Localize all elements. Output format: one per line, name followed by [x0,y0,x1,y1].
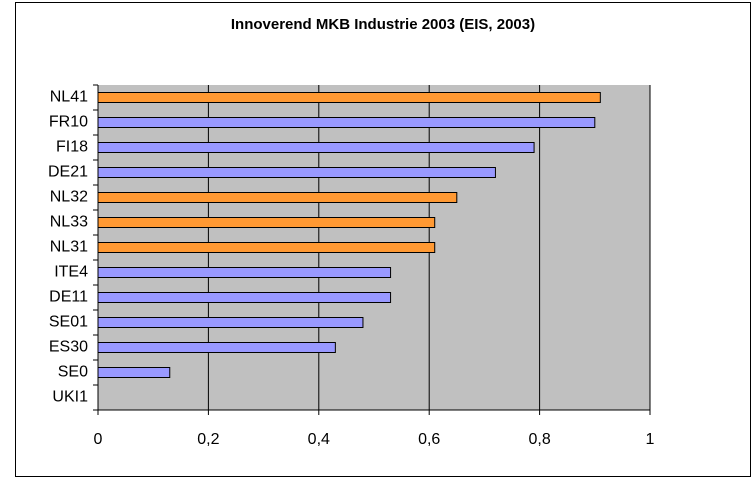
bar [97,92,601,103]
bar [97,117,596,128]
chart-title: Innoverend MKB Industrie 2003 (EIS, 2003… [231,16,535,33]
y-tick-label: SE01 [49,314,88,331]
y-tick-label: FR10 [49,114,88,131]
x-tick-label: 0,4 [308,431,330,448]
y-tick-label: NL41 [50,89,88,106]
bar [97,167,496,178]
x-tick-label: 0 [94,431,103,448]
x-tick-label: 0,2 [197,431,219,448]
y-tick-label: NL31 [50,239,88,256]
x-tick-label: 0,8 [528,431,550,448]
x-tick-label: 0,6 [418,431,440,448]
y-tick-label: SE0 [58,364,88,381]
y-tick-label: DE21 [48,164,88,181]
y-tick-label: NL33 [50,214,88,231]
bar [97,292,392,303]
y-tick-label: FI18 [56,139,88,156]
y-tick-label: ITE4 [54,264,88,281]
y-tick-label: ES30 [49,339,88,356]
bar [97,192,458,203]
bar [97,217,436,228]
bar [97,267,392,278]
bar [97,242,436,253]
bar [97,317,364,328]
bar [97,142,535,153]
x-tick-label: 1 [646,431,655,448]
y-tick-label: DE11 [49,289,88,306]
y-tick-label: UKI1 [52,389,88,406]
y-tick-label: NL32 [50,189,88,206]
bar [97,367,171,378]
bar [97,342,336,353]
